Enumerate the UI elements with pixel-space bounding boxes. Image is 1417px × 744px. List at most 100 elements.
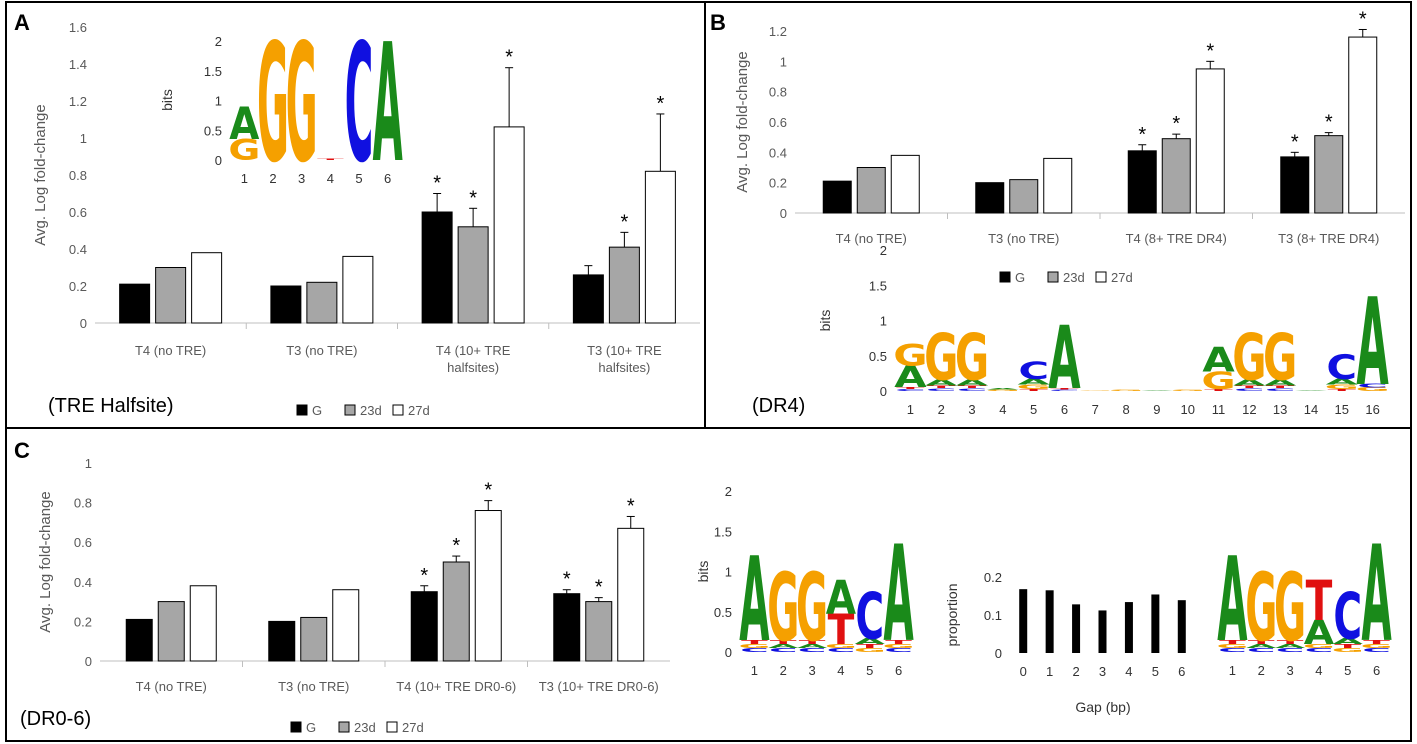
logo-letter-A: A: [1356, 273, 1388, 413]
logo-letter-T: T: [741, 639, 768, 646]
bar-23d: [1161, 138, 1191, 214]
logo-letter-G: G: [228, 134, 260, 167]
y-tick-label: 1.5: [869, 278, 887, 293]
x-tick-label: 6: [1178, 664, 1185, 679]
position-label: 3: [1286, 663, 1293, 678]
y-tick-label: 0: [215, 153, 222, 168]
panel-c-border: [5, 427, 1412, 742]
panel-b-letter: B: [710, 10, 726, 35]
significance-star: *: [505, 47, 513, 69]
legend-swatch: [999, 271, 1011, 283]
position-label: 7: [1092, 402, 1099, 417]
logo-letter-A: A: [1246, 643, 1277, 650]
y-axis-title: bits: [817, 310, 833, 332]
y-axis-title: bits: [695, 561, 711, 583]
bar-27d: [191, 252, 223, 324]
logo-letter-A: A: [1304, 613, 1334, 652]
position-label: 3: [808, 663, 815, 678]
y-axis-title: bits: [159, 89, 175, 111]
gap-bar: [1151, 594, 1160, 653]
category-label: T4 (no TRE): [136, 679, 207, 694]
logo-letter-C: C: [895, 388, 926, 391]
logo-letter-T: T: [1050, 388, 1080, 390]
bar-27d: [644, 170, 676, 324]
logo-letter-G: G: [1216, 643, 1248, 650]
y-tick-label: 0.8: [769, 85, 787, 100]
category-label: T3 (no TRE): [278, 679, 349, 694]
logo-letter-A: A: [855, 637, 886, 646]
logo-letter-A: A: [797, 643, 828, 650]
significance-star: *: [1291, 131, 1299, 153]
logo-letter-G: G: [1274, 552, 1306, 662]
bar-23d: [155, 267, 187, 324]
position-label: 2: [938, 402, 945, 417]
legend-swatch: [1095, 271, 1107, 283]
logo-letter-T: T: [1277, 639, 1304, 646]
logo-letter-T: T: [856, 643, 883, 650]
legend-swatch: [392, 404, 404, 416]
legend-label: G: [306, 720, 316, 735]
logo-letter-G: G: [924, 321, 958, 395]
significance-star: *: [595, 577, 603, 599]
logo-letter-A: A: [826, 571, 856, 625]
legend-label: 27d: [408, 403, 430, 418]
category-label: T3 (10+ TRE: [587, 343, 662, 358]
logo-letter-C: C: [827, 647, 856, 654]
position-label: 5: [355, 171, 362, 186]
significance-star: *: [1359, 8, 1367, 30]
y-tick-label: 0: [725, 645, 732, 660]
x-tick-label: 3: [1099, 664, 1106, 679]
logo-letter-A: A: [1326, 378, 1359, 387]
position-label: 6: [1373, 663, 1380, 678]
position-label: 5: [1030, 402, 1037, 417]
logo-letter-T: T: [1219, 639, 1246, 646]
significance-star: *: [484, 480, 492, 502]
panel-c-letter: C: [14, 438, 30, 463]
category-label: T3 (10+ TRE DR0-6): [539, 679, 659, 694]
logo-letter-C: C: [798, 647, 827, 654]
logo-letter-C: C: [1276, 647, 1305, 654]
logo-letter-C: C: [1218, 647, 1247, 654]
logo-letter-T: T: [1235, 385, 1265, 390]
logo-letter-C: C: [1234, 387, 1265, 392]
bar-27d: [890, 154, 920, 214]
bar-23d: [608, 246, 640, 324]
bar-27d: [332, 589, 360, 662]
logo-letter-C: C: [855, 579, 884, 654]
position-label: 11: [1212, 402, 1226, 417]
logo-letter-G: G: [1303, 643, 1335, 650]
bar-G: [410, 591, 438, 662]
position-label: 13: [1273, 402, 1287, 417]
logo-letter-G: G: [286, 9, 318, 199]
position-label: 1: [751, 663, 758, 678]
gap-bar: [1124, 602, 1133, 653]
panel-a-caption: (TRE Halfsite): [48, 395, 174, 417]
y-axis-title: Avg. Log fold-change: [37, 491, 54, 633]
logo-letter-G: G: [825, 643, 857, 650]
y-tick-label: 0.6: [74, 535, 92, 550]
logo-letter-A: A: [1202, 340, 1235, 379]
logo-letter-C: C: [1305, 647, 1334, 654]
logo-letter-A: A: [1141, 390, 1174, 391]
significance-star: *: [1206, 40, 1214, 62]
y-tick-label: 1: [80, 131, 87, 146]
legend-label: 23d: [354, 720, 376, 735]
logo-letter-A: A: [373, 9, 403, 199]
logo-letter-A: A: [768, 643, 799, 650]
position-label: 1: [241, 171, 248, 186]
position-label: 6: [1061, 402, 1068, 417]
y-tick-label: 1.5: [714, 524, 732, 539]
logo-letter-A: A: [883, 518, 913, 673]
bar-23d: [306, 281, 338, 324]
logo-letter-A: A: [1275, 643, 1306, 650]
category-label: T3 (no TRE): [286, 343, 357, 358]
category-label: T4 (10+ TRE: [436, 343, 511, 358]
y-tick-label: 1.2: [769, 24, 787, 39]
y-tick-label: 1: [725, 565, 732, 580]
x-axis-title: Gap (bp): [1075, 699, 1130, 715]
x-tick-label: 2: [1072, 664, 1079, 679]
significance-star: *: [656, 93, 664, 115]
logo-letter-T: T: [1328, 388, 1358, 391]
bar-23d: [1009, 179, 1039, 214]
